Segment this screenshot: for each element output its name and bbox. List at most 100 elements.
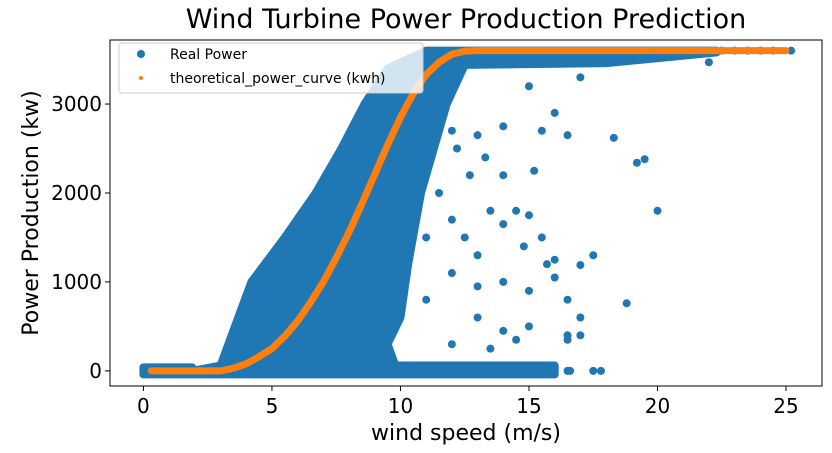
x-tick-label: 0 [137, 394, 150, 418]
x-tick-label: 10 [388, 394, 413, 418]
real-power-point [704, 58, 713, 67]
theoretical-curve-point [423, 71, 430, 78]
real-power-point [460, 233, 469, 242]
real-power-point [465, 171, 474, 180]
theoretical-curve-point [320, 278, 327, 285]
real-power-point [473, 313, 482, 322]
real-power-point [422, 295, 431, 304]
plot-area [139, 46, 796, 379]
real-power-point [437, 108, 446, 117]
real-power-point [653, 206, 662, 215]
real-power-point [499, 220, 508, 229]
real-power-point [576, 261, 585, 270]
y-tick-label: 2000 [51, 181, 102, 205]
real-power-point [566, 366, 575, 375]
x-tick-label: 15 [516, 394, 541, 418]
real-power-point [499, 122, 508, 131]
real-power-point [596, 366, 605, 375]
axes-frame [109, 39, 823, 387]
legend-box [118, 42, 424, 94]
real-power-point [589, 366, 598, 375]
real-power-point [787, 46, 796, 55]
real-power-point [563, 295, 572, 304]
real-power-point [473, 251, 482, 260]
theoretical-curve-point [294, 318, 301, 325]
real-power-point [576, 331, 585, 340]
real-power-point [519, 242, 528, 251]
theoretical-curve-point [268, 345, 275, 352]
x-tick-label: 20 [645, 394, 670, 418]
real-power-dense-region [139, 46, 721, 379]
legend: Real Power theoretical_power_curve (kwh) [118, 42, 424, 94]
real-power-point [537, 126, 546, 135]
real-power-point [550, 255, 559, 264]
x-axis-label: wind speed (m/s) [371, 421, 561, 446]
theoretical-curve-point [474, 47, 481, 54]
x-tick-label: 5 [266, 394, 279, 418]
real-power-point [524, 322, 533, 331]
real-power-point [622, 299, 631, 308]
real-power-point [481, 153, 490, 162]
theoretical-curve-point [783, 47, 790, 54]
real-power-point [422, 233, 431, 242]
y-axis-label: Power Production (kw) [19, 90, 44, 335]
theoretical-curve-point [333, 254, 340, 261]
theoretical-curve-point [448, 51, 455, 58]
real-power-point [524, 211, 533, 220]
real-power-point [499, 277, 508, 286]
theoretical-curve-point [397, 114, 404, 121]
real-power-point [550, 108, 559, 117]
theoretical-curve-point [217, 367, 224, 374]
real-power-point [576, 73, 585, 82]
real-power-point [473, 131, 482, 140]
theoretical-curve-point [346, 229, 353, 236]
real-power-point [537, 233, 546, 242]
legend-marker-real-power [137, 50, 145, 58]
y-tick-label: 3000 [51, 92, 102, 116]
theoretical-curve-point [307, 299, 314, 306]
real-power-point [576, 313, 585, 322]
real-power-point [524, 82, 533, 91]
theoretical-curve-point [718, 47, 725, 54]
theoretical-curve-point [757, 47, 764, 54]
real-power-point [486, 344, 495, 353]
real-power-point [589, 251, 598, 260]
theoretical-curve-point [243, 360, 250, 367]
legend-marker-theoretical [139, 76, 143, 80]
x-axis: 0 5 10 15 20 25 [137, 386, 799, 418]
real-power-point [542, 260, 551, 269]
theoretical-curve-point [256, 353, 263, 360]
real-power-point [453, 144, 462, 153]
real-power-point [486, 206, 495, 215]
real-power-point [550, 273, 559, 282]
theoretical-curve-point [148, 367, 155, 374]
y-tick-label: 0 [89, 359, 102, 383]
theoretical-curve-point [384, 141, 391, 148]
real-power-point [447, 269, 456, 278]
theoretical-curve-point [358, 200, 365, 207]
real-power-point [609, 133, 618, 142]
real-power-point [563, 131, 572, 140]
theoretical-curve-point [436, 59, 443, 66]
real-power-point [447, 340, 456, 349]
real-power-point [422, 117, 431, 126]
real-power-point [530, 166, 539, 175]
real-power-point [435, 188, 444, 197]
real-power-point [139, 366, 148, 375]
real-power-point [499, 171, 508, 180]
real-power-point [473, 282, 482, 291]
real-power-point [512, 206, 521, 215]
y-tick-label: 1000 [51, 270, 102, 294]
x-tick-label: 25 [773, 394, 798, 418]
theoretical-curve-point [371, 171, 378, 178]
real-power-point [640, 155, 649, 164]
real-power-point [524, 286, 533, 295]
y-axis: 0 1000 2000 3000 [51, 92, 110, 383]
real-power-point [632, 158, 641, 167]
chart-title: Wind Turbine Power Production Prediction [186, 4, 747, 35]
theoretical-curve-point [281, 333, 288, 340]
real-power-point [447, 215, 456, 224]
theoretical-curve-point [230, 365, 237, 372]
real-power-point [512, 335, 521, 344]
